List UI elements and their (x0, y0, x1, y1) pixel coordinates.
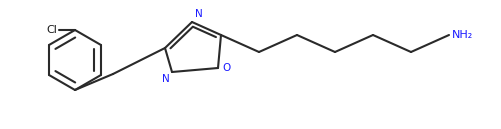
Text: NH₂: NH₂ (451, 30, 472, 40)
Text: O: O (221, 63, 230, 73)
Text: N: N (162, 74, 170, 84)
Text: Cl: Cl (46, 25, 57, 35)
Text: N: N (194, 9, 202, 19)
